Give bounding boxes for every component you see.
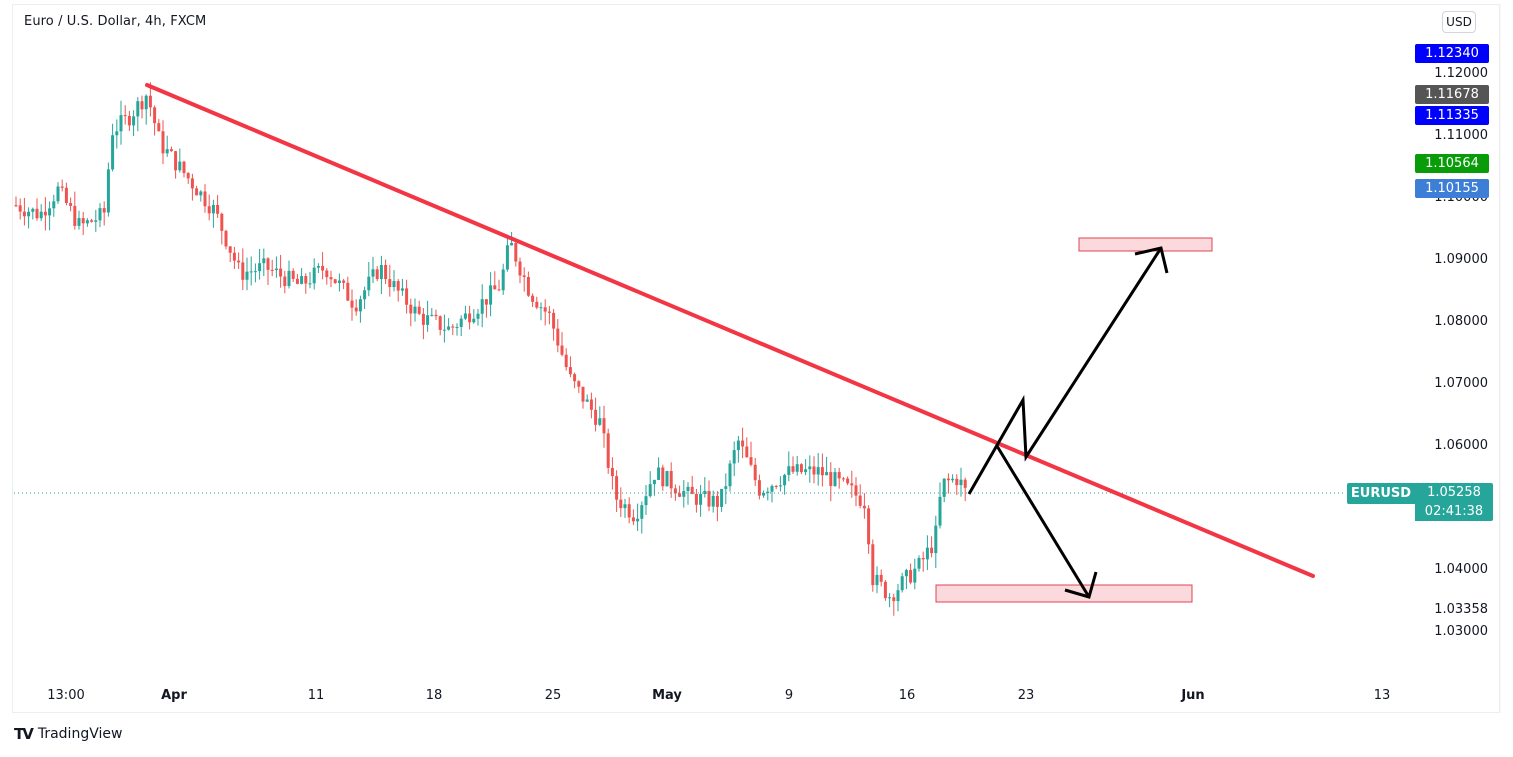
symbol-price-tag: EURUSD [1347,483,1415,504]
price-level-badge: 1.12340 [1415,43,1489,63]
time-tick-label: 23 [1017,688,1035,703]
price-tick-label: 1.07000 [1434,376,1488,391]
time-tick-label: 18 [425,688,443,703]
descending-trendline[interactable] [145,83,1315,578]
time-tick-label: 13 [1373,688,1391,703]
upper-target-zone[interactable] [1078,237,1213,252]
current-price-value: 1.05258 [1427,485,1481,500]
price-level-badge: 1.11335 [1415,106,1489,126]
price-tick-label: 1.03358 [1434,601,1488,617]
chart-title: Euro / U.S. Dollar, 4h, FXCM [24,14,207,29]
price-tick-label: 1.09000 [1434,252,1488,267]
price-level-badge: 1.11678 [1415,84,1489,104]
bullish-arrow[interactable] [967,246,1169,495]
candlesticks [14,82,967,616]
tradingview-brand[interactable]: TV TradingView [14,725,122,743]
price-tick-label: 1.08000 [1434,314,1488,329]
time-axis[interactable]: 13:00 Apr 11 18 25 May 9 16 23 Jun 13 [12,680,1412,710]
time-tick-label: 11 [307,688,325,703]
time-tick-label: 9 [784,688,794,703]
price-tick-label: 1.04000 [1434,562,1488,577]
price-level-badge: 1.10155 [1415,179,1489,199]
price-tick-label: 1.12000 [1434,66,1488,81]
tradingview-logo-icon: TV [14,725,34,743]
price-tick-label: 1.03000 [1434,624,1488,639]
time-tick-label: 25 [544,688,562,703]
time-tick-label: 13:00 [47,688,85,703]
lower-target-zone[interactable] [935,584,1193,603]
bar-countdown: 02:41:38 [1424,504,1484,519]
price-tick-label: 1.11000 [1434,128,1488,143]
time-tick-label: Jun [1181,688,1205,703]
currency-button[interactable]: USD [1442,11,1476,33]
current-price-box: 1.05258 02:41:38 [1415,483,1493,521]
price-tick-label: 1.06000 [1434,438,1488,453]
price-level-badge: 1.10564 [1415,154,1489,174]
time-tick-label: 16 [898,688,916,703]
time-tick-label: May [652,688,682,703]
bearish-arrow[interactable] [995,445,1098,599]
brand-label: TradingView [37,726,123,742]
time-tick-label: Apr [161,688,187,703]
